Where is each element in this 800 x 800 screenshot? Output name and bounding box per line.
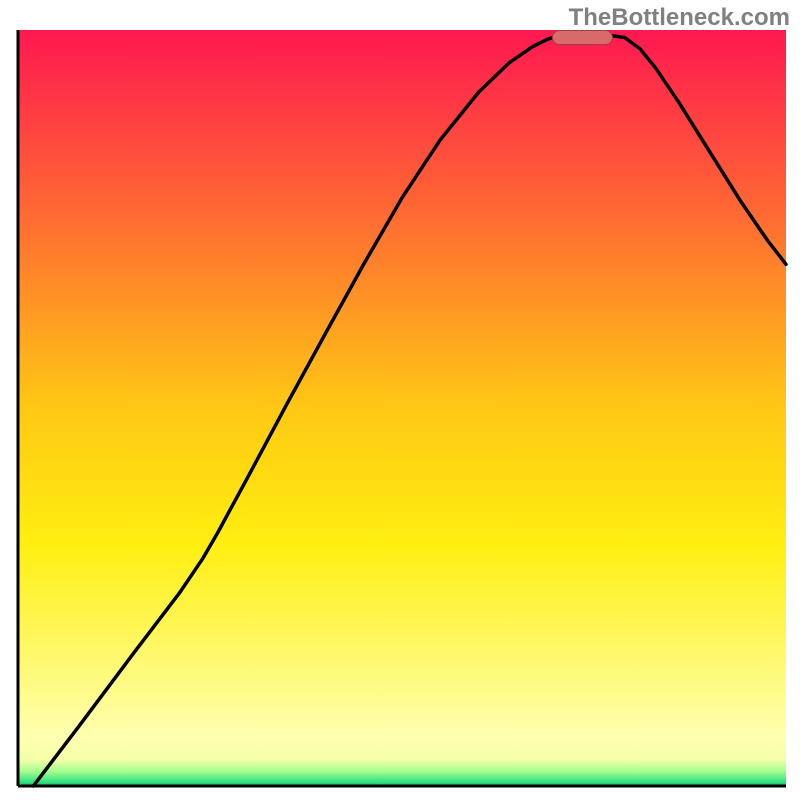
- optimal-marker: [552, 31, 612, 45]
- bottleneck-chart: [0, 0, 800, 800]
- plot-background: [18, 30, 786, 786]
- chart-container: TheBottleneck.com: [0, 0, 800, 800]
- watermark-text: TheBottleneck.com: [569, 4, 790, 32]
